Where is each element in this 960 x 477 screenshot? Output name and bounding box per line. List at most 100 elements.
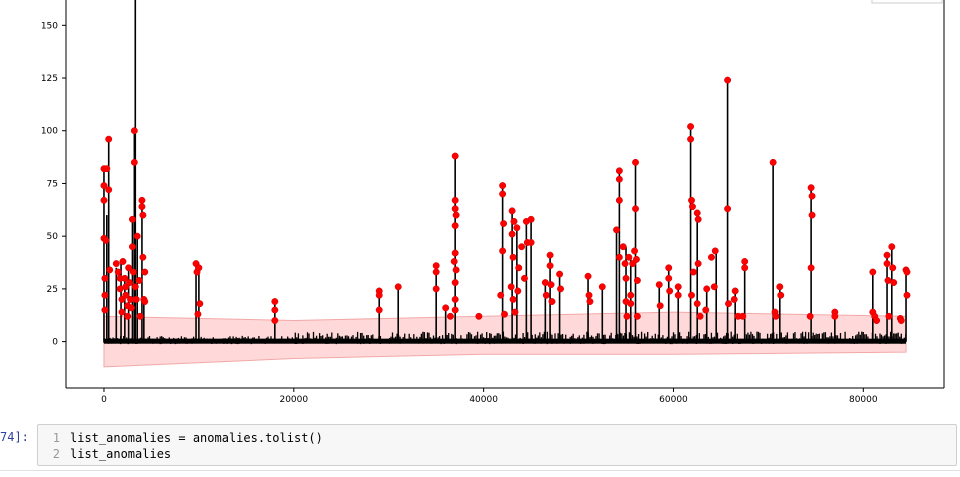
anomaly-point	[633, 312, 641, 320]
anomaly-point	[694, 215, 702, 223]
anomaly-point	[883, 251, 891, 259]
anomaly-point	[541, 279, 549, 287]
anomaly-point	[446, 312, 454, 320]
anomaly-point	[689, 268, 697, 276]
anomaly-point	[271, 298, 279, 305]
anomaly-point	[141, 298, 149, 305]
anomaly-point	[694, 260, 702, 268]
anomaly-point	[897, 317, 905, 324]
anomaly-point	[139, 211, 147, 219]
anomaly-point	[499, 182, 507, 190]
anomaly-point	[518, 243, 526, 251]
anomaly-point	[105, 135, 113, 143]
anomaly-point	[121, 274, 129, 282]
anomaly-point	[138, 196, 146, 204]
anomaly-point	[451, 152, 459, 160]
anomaly-point	[777, 291, 785, 299]
anomaly-point	[710, 283, 718, 291]
y-tick-label: 0	[52, 338, 58, 348]
anomaly-markers	[100, 76, 911, 324]
anomaly-point	[703, 285, 711, 293]
anomaly-point	[693, 300, 701, 308]
anomaly-point	[831, 312, 839, 320]
anomaly-point	[128, 243, 136, 251]
anomaly-point	[131, 283, 139, 291]
anomaly-point	[621, 260, 629, 268]
anomaly-point	[808, 211, 816, 219]
anomaly-point	[452, 211, 460, 219]
anomaly-point	[509, 253, 517, 261]
anomaly-point	[655, 281, 663, 289]
anomaly-point	[138, 203, 146, 211]
anomaly-point	[119, 258, 127, 265]
anomaly-point	[615, 196, 623, 204]
anomaly-point	[126, 279, 134, 287]
anomaly-point	[702, 306, 710, 314]
anomaly-point	[627, 291, 635, 299]
anomaly-point	[114, 268, 122, 276]
y-tick-label: 50	[47, 232, 59, 242]
anomaly-point	[450, 258, 458, 265]
baseline-band	[103, 338, 907, 344]
y-tick-label: 125	[41, 74, 58, 84]
anomaly-point	[623, 312, 631, 320]
anomaly-point	[194, 310, 202, 318]
x-tick-label: 80000	[849, 395, 878, 405]
code-text[interactable]: list_anomalies	[70, 447, 172, 461]
anomaly-point	[510, 217, 518, 225]
anomaly-point	[631, 247, 639, 255]
anomaly-point	[806, 312, 814, 320]
anomaly-point	[132, 295, 140, 303]
anomaly-point	[507, 283, 515, 291]
anomaly-point	[615, 175, 623, 183]
anomaly-point	[271, 306, 279, 314]
anomaly-point	[674, 283, 682, 291]
anomaly-point	[548, 298, 556, 305]
anomaly-point	[451, 196, 459, 204]
anomaly-point	[632, 205, 639, 213]
anomaly-point	[451, 295, 459, 303]
anomaly-point	[135, 277, 143, 284]
anomaly-point	[873, 317, 881, 324]
anomaly-point	[116, 285, 124, 293]
anomaly-point	[724, 205, 732, 213]
anomaly-point	[693, 209, 701, 217]
legend-box	[871, 0, 943, 4]
anomaly-point	[432, 285, 440, 293]
anomaly-point	[739, 312, 747, 320]
anomaly-point	[196, 300, 204, 308]
code-cell[interactable]: 74]: 1 list_anomalies = anomalies.tolist…	[0, 418, 960, 477]
axes: 0 20000 40000 60000 80000 0 25 50 75 100 125 150	[41, 0, 945, 405]
anomaly-point	[776, 283, 784, 291]
anomaly-point	[674, 291, 682, 299]
y-tick-label: 25	[47, 285, 58, 295]
x-tick-label: 0	[101, 395, 107, 405]
anomaly-point	[432, 268, 440, 276]
anomaly-point	[124, 312, 132, 320]
anomaly-point	[509, 295, 517, 303]
anomaly-point	[101, 291, 109, 299]
anomaly-point	[195, 264, 203, 272]
anomaly-point	[884, 277, 892, 284]
anomaly-point	[501, 310, 508, 318]
anomaly-point	[511, 308, 519, 316]
anomaly-point	[122, 291, 130, 299]
anomaly-point	[807, 264, 815, 272]
anomaly-point	[619, 243, 627, 251]
line-number: 2	[52, 447, 60, 461]
anomaly-point	[127, 295, 134, 303]
anomaly-point	[665, 264, 673, 272]
anomaly-point	[632, 158, 639, 166]
anomaly-point	[869, 268, 877, 276]
anomaly-point	[627, 300, 635, 308]
code-text[interactable]: list_anomalies = anomalies.tolist()	[70, 431, 323, 445]
code-editor[interactable]: 1 list_anomalies = anomalies.tolist() 2 …	[37, 424, 957, 466]
anomaly-point	[725, 300, 732, 308]
anomaly-point	[615, 253, 623, 261]
anomaly-point	[442, 304, 450, 312]
anomaly-point	[707, 253, 715, 261]
anomaly-point	[451, 306, 459, 314]
anomaly-point	[546, 251, 554, 259]
anomaly-point	[136, 312, 144, 320]
anomaly-point	[687, 123, 695, 130]
